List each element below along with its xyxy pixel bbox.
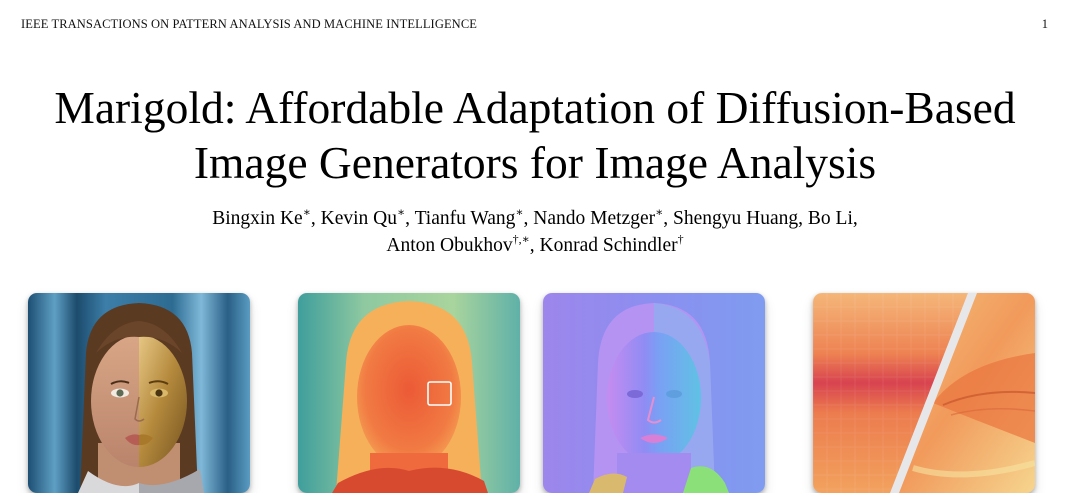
author-name: Nando Metzger [533, 208, 656, 229]
zoom-region-marker [427, 381, 452, 406]
title-line-1: Marigold: Affordable Adaptation of Diffu… [54, 82, 1016, 133]
author-separator: , [529, 235, 540, 256]
author-name: Bo Li [807, 208, 853, 229]
figure-panel-depth-map [298, 293, 520, 493]
author-affiliation-mark: ∗ [302, 204, 311, 219]
author-separator: , [405, 208, 415, 229]
author-list: Bingxin Ke∗, Kevin Qu∗, Tianfu Wang∗, Na… [0, 205, 1070, 259]
running-head: IEEE TRANSACTIONS ON PATTERN ANALYSIS AN… [21, 17, 477, 31]
author-separator: , [310, 208, 321, 229]
figure-panel-zoom-detail [813, 293, 1035, 493]
author-affiliation-mark: ∗ [515, 204, 524, 219]
figure-panel-surface-normals [543, 293, 765, 493]
author-separator: , [852, 208, 858, 229]
page-number: 1 [1041, 17, 1048, 31]
author-affiliation-mark: †,∗ [512, 231, 530, 246]
title-line-2: Image Generators for Image Analysis [193, 137, 877, 188]
author-name: Anton Obukhov [386, 235, 513, 256]
author-name: Shengyu Huang [673, 208, 799, 229]
author-name: Tianfu Wang [414, 208, 516, 229]
teaser-figure [0, 293, 1070, 493]
input-photo-image [28, 293, 250, 493]
depth-map-image [298, 293, 520, 493]
normals-image [543, 293, 765, 493]
zoom-detail-image [813, 293, 1035, 493]
author-name: Konrad Schindler [539, 235, 678, 256]
author-affiliation-mark: † [677, 231, 684, 246]
author-name: Bingxin Ke [212, 208, 303, 229]
author-affiliation-mark: ∗ [655, 204, 664, 219]
paper-title: Marigold: Affordable Adaptation of Diffu… [0, 80, 1070, 190]
author-affiliation-mark: ∗ [397, 204, 406, 219]
author-name: Kevin Qu [320, 208, 397, 229]
author-separator: , [663, 208, 674, 229]
figure-panel-input-photo [28, 293, 250, 493]
author-separator: , [798, 208, 808, 229]
author-separator: , [523, 208, 534, 229]
